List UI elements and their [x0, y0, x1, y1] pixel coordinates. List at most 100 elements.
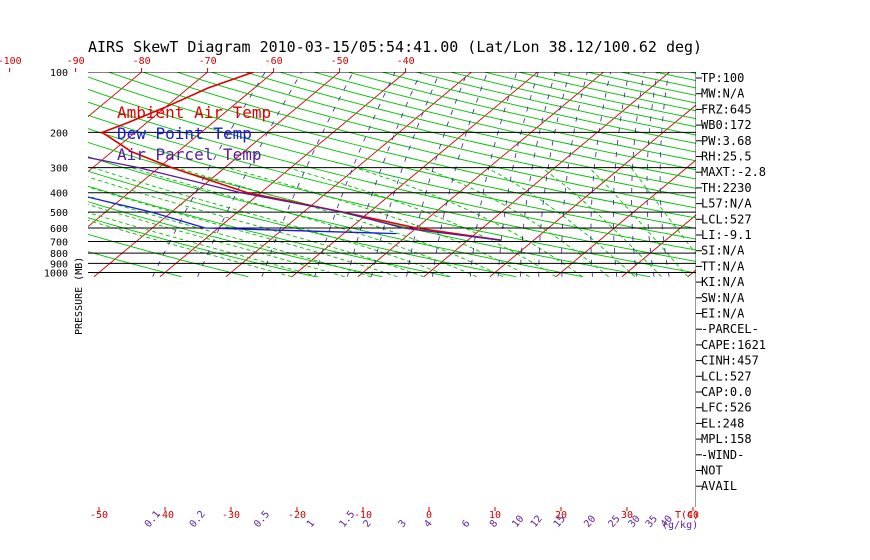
parcel-temp-line: [88, 156, 501, 241]
mixing-ratio-label: 4: [422, 518, 434, 530]
moist-adiabat-line: [88, 219, 293, 278]
moist-adiabat-line: [131, 167, 477, 278]
mixing-ratio-line: [152, 72, 266, 277]
moist-adiabat-line: [175, 167, 504, 278]
dry-adiabat-line: [88, 201, 383, 278]
bottom-temp-ticks: -50 -40 -30 -20 -10 0 10 20 30 40: [90, 507, 699, 521]
index-label: CAPE:1621: [701, 338, 766, 352]
mixing-ratio-label: 12: [529, 514, 545, 530]
moist-adiabat-line: [486, 167, 636, 278]
dry-adiabat-line: [88, 76, 696, 229]
top-tick-label: -100: [0, 56, 22, 67]
mixing-ratio-line: [613, 72, 630, 277]
dewpoint-temp-line: [88, 196, 397, 235]
index-label: CAP:0.0: [701, 385, 752, 399]
top-tick-label: -60: [265, 56, 283, 67]
moist-adiabat-line: [88, 186, 398, 278]
pressure-tick-label: 900: [50, 259, 68, 270]
mixing-ratio-line: [519, 72, 556, 277]
y-axis-label: PRESSURE (MB): [74, 257, 85, 335]
isotherm-line: [88, 72, 143, 118]
mixing-ratio-line: [538, 72, 570, 277]
isotherm-line: [555, 159, 696, 278]
mixing-ratio-line: [497, 72, 539, 277]
mixing-ratio-label: 10: [510, 514, 526, 530]
mixing-ratio-label: 6: [460, 518, 472, 530]
bottom-tick-label: -30: [222, 510, 240, 521]
top-tick-label: -50: [331, 56, 349, 67]
index-label: FRZ:645: [701, 102, 752, 116]
pressure-tick-label: 300: [50, 164, 68, 175]
mixing-ratio-line: [469, 72, 518, 277]
bottom-tick-label: 30: [621, 510, 633, 521]
x-axis-unit-label: T(C): [675, 510, 699, 521]
pressure-tick-label: 100: [50, 68, 68, 79]
legend-entry: Ambient Air Temp: [117, 103, 271, 122]
index-label: LFC:526: [701, 401, 752, 415]
moist-adiabat-line: [92, 167, 451, 278]
moist-adiabat-line: [588, 167, 689, 278]
dry-adiabat-line: [88, 114, 696, 262]
bottom-tick-label: 0: [426, 510, 432, 521]
isotherm-line: [0, 63, 87, 277]
legend-entry: Dew Point Temp: [117, 124, 252, 143]
moist-adiabat-line: [88, 204, 345, 278]
index-label: KI:N/A: [701, 275, 745, 289]
bottom-tick-label: -40: [156, 510, 174, 521]
bottom-tick-label: -50: [90, 510, 108, 521]
moist-adiabat-line: [88, 176, 425, 278]
mixing-ratio-label: 35: [644, 514, 660, 530]
index-label: MAXT:-2.8: [701, 165, 766, 179]
dry-adiabat-line: [209, 72, 696, 189]
dry-adiabat-line: [88, 217, 316, 278]
top-tick-label: -70: [199, 56, 217, 67]
mixing-ratio-line: [197, 72, 302, 277]
isotherm-line: [93, 72, 341, 278]
isotherm-line: [820, 63, 870, 277]
index-label: AVAIL: [701, 479, 737, 493]
legend: Ambient Air Temp Dew Point Temp Air Parcel…: [117, 103, 271, 164]
isotherm-line: [88, 72, 275, 228]
index-label: NOT: [701, 464, 723, 478]
index-label: PW:3.68: [701, 134, 752, 148]
mixing-ratio-line: [406, 72, 468, 277]
bottom-tick-label: 20: [555, 510, 567, 521]
pressure-tick-label: 400: [50, 189, 68, 200]
dry-adiabat-line: [414, 72, 696, 136]
top-tick-label: -90: [67, 56, 85, 67]
moist-adiabat-line: [630, 167, 696, 255]
dry-adiabat-line: [88, 101, 696, 251]
dry-adiabat-line: [88, 170, 517, 278]
mixing-ratio-label: 0.5: [252, 509, 272, 530]
isotherm-line: [0, 63, 21, 277]
bottom-tick-label: -10: [354, 510, 372, 521]
index-label: -PARCEL-: [701, 322, 759, 336]
moist-adiabat-line: [227, 167, 530, 278]
isotherm-line: [88, 72, 209, 173]
index-label: SW:N/A: [701, 291, 745, 305]
profile-series: [88, 72, 501, 241]
index-label: LCL:527: [701, 369, 752, 383]
mixing-ratio-line: [371, 72, 441, 277]
index-label: LCL:527: [701, 212, 752, 226]
dry-adiabat-line: [88, 128, 696, 274]
dry-adiabat-line: [311, 72, 696, 162]
mixing-ratio-label: 3: [397, 518, 409, 530]
mixing-ratio-label: 1: [305, 518, 317, 530]
dry-adiabat-line: [88, 88, 696, 240]
index-label: L57:N/A: [701, 197, 752, 211]
top-tick-label: -80: [133, 56, 151, 67]
mixing-ratio-line: [561, 72, 588, 277]
index-label: MPL:158: [701, 432, 752, 446]
mixing-ratio-line: [347, 72, 422, 277]
index-label: TP:100: [701, 71, 744, 85]
mixing-ratio-unit: (g/kg): [662, 520, 698, 531]
index-label: EL:248: [701, 416, 744, 430]
index-label: MW:N/A: [701, 87, 745, 101]
top-tick-label: -40: [397, 56, 415, 67]
dry-adiabat-line: [175, 72, 696, 199]
pressure-tick-label: 200: [50, 128, 68, 139]
index-label: LI:-9.1: [701, 228, 752, 242]
